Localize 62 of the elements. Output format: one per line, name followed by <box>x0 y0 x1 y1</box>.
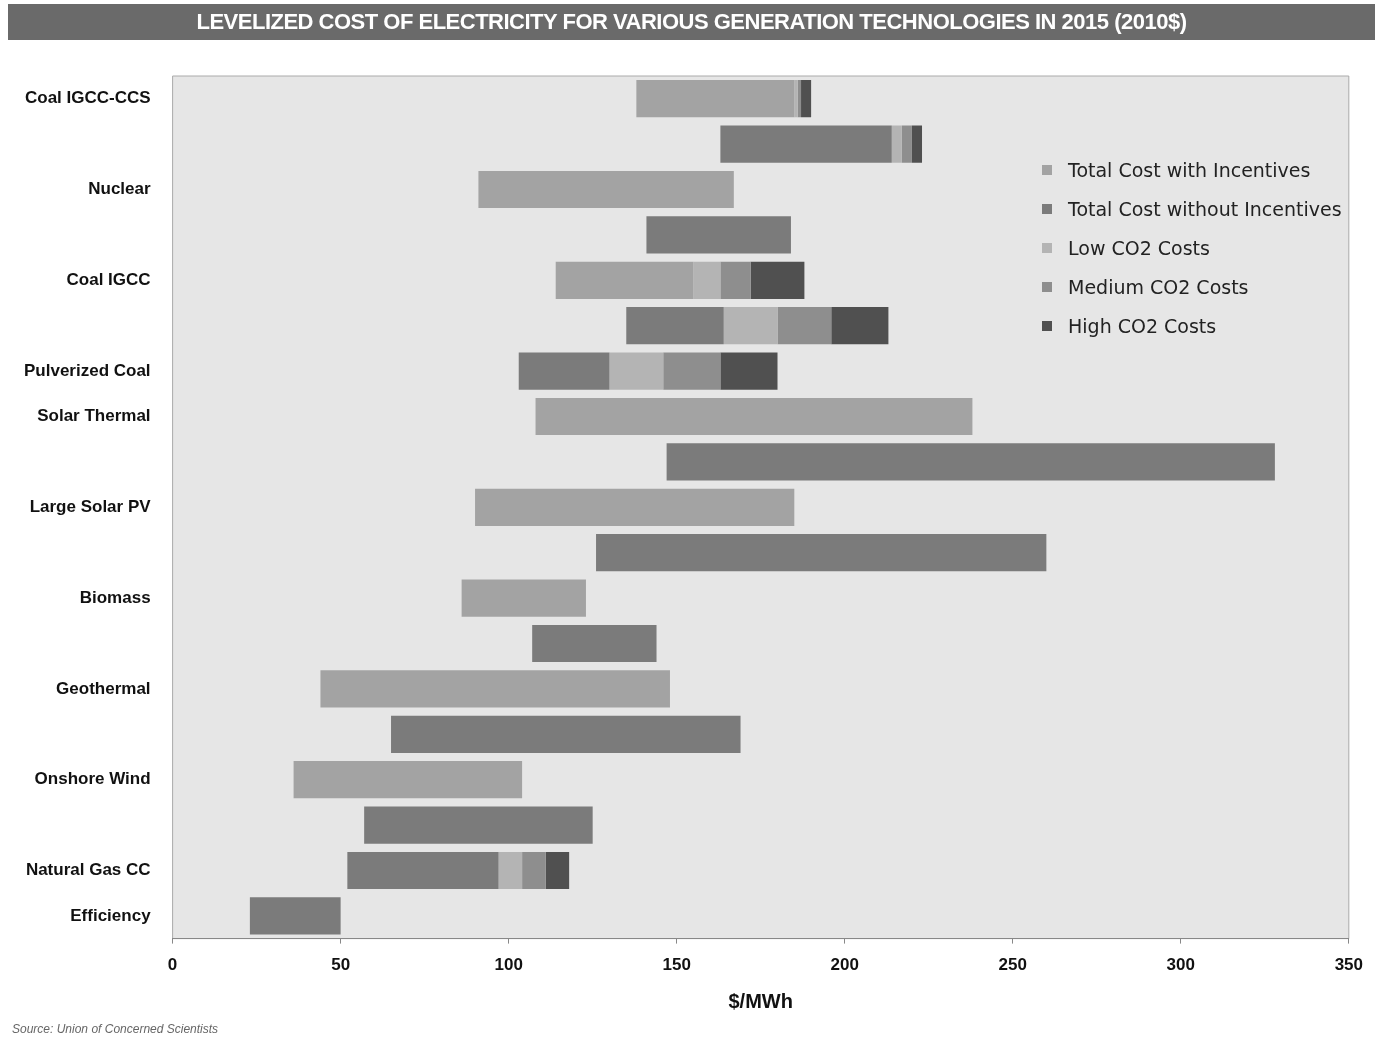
bar <box>901 125 912 163</box>
x-tick-label: 50 <box>331 955 351 975</box>
bar <box>646 216 791 254</box>
bar <box>911 125 923 163</box>
source-note: Source: Union of Concerned Scientists <box>12 1022 219 1036</box>
x-tick-label: 350 <box>1334 955 1364 975</box>
bar <box>555 261 694 299</box>
bar <box>364 806 593 844</box>
bar <box>891 125 902 163</box>
legend-label: Medium CO2 Costs <box>1068 275 1249 298</box>
bar <box>777 307 832 345</box>
x-tick-label: 150 <box>662 955 691 975</box>
legend-label: High CO2 Costs <box>1068 314 1217 337</box>
bar <box>535 397 973 436</box>
bar <box>249 897 341 935</box>
y-tick-label: Pulverized Coal <box>23 360 151 380</box>
legend-label: Low CO2 Costs <box>1068 236 1210 259</box>
x-tick-label: 100 <box>494 955 523 975</box>
bar <box>522 851 546 890</box>
bar <box>626 307 724 345</box>
x-axis-title: $/MWh <box>728 989 793 1012</box>
bar <box>461 579 586 617</box>
bar <box>831 307 889 345</box>
x-tick-label: 200 <box>830 955 859 975</box>
y-tick-label: Onshore Wind <box>34 769 151 789</box>
bar <box>723 307 778 345</box>
y-tick-label: Biomass <box>79 587 151 607</box>
y-tick-label: Geothermal <box>56 678 151 698</box>
bar <box>545 851 570 890</box>
y-tick-label: Large Solar PV <box>29 496 152 516</box>
bar <box>666 443 1275 481</box>
chart-title: LEVELIZED COST OF ELECTRICITY FOR VARIOUS GENERATION TECHNOLOGIES IN 2015 (2010$) <box>8 4 1375 40</box>
bar <box>391 715 741 753</box>
bar <box>720 261 751 299</box>
bar <box>596 534 1047 572</box>
bar <box>532 624 657 663</box>
legend-label: Total Cost without Incentives <box>1068 197 1342 220</box>
bar <box>801 80 812 118</box>
bar <box>478 170 734 209</box>
bar <box>475 488 795 526</box>
y-tick-label: Coal IGCC-CCS <box>24 88 151 108</box>
bar <box>720 352 778 390</box>
bar <box>720 125 892 163</box>
bar <box>693 261 721 299</box>
bar <box>518 352 610 390</box>
y-tick-label: Efficiency <box>70 905 152 925</box>
bar <box>320 670 670 708</box>
x-tick-label: 300 <box>1166 955 1195 975</box>
bar <box>293 761 523 799</box>
y-tick-label: Natural Gas CC <box>25 860 151 880</box>
y-tick-label: Coal IGCC <box>66 269 151 289</box>
x-tick-label: 0 <box>167 955 178 975</box>
bar <box>347 851 499 890</box>
bar <box>498 851 523 890</box>
legend-label: Total Cost with Incentives <box>1068 158 1311 181</box>
x-tick-label: 250 <box>998 955 1027 975</box>
bar <box>609 352 664 390</box>
bar <box>663 352 721 390</box>
bar <box>750 261 805 299</box>
y-tick-label: Solar Thermal <box>37 406 151 426</box>
bar <box>636 80 795 118</box>
y-tick-label: Nuclear <box>88 179 151 199</box>
